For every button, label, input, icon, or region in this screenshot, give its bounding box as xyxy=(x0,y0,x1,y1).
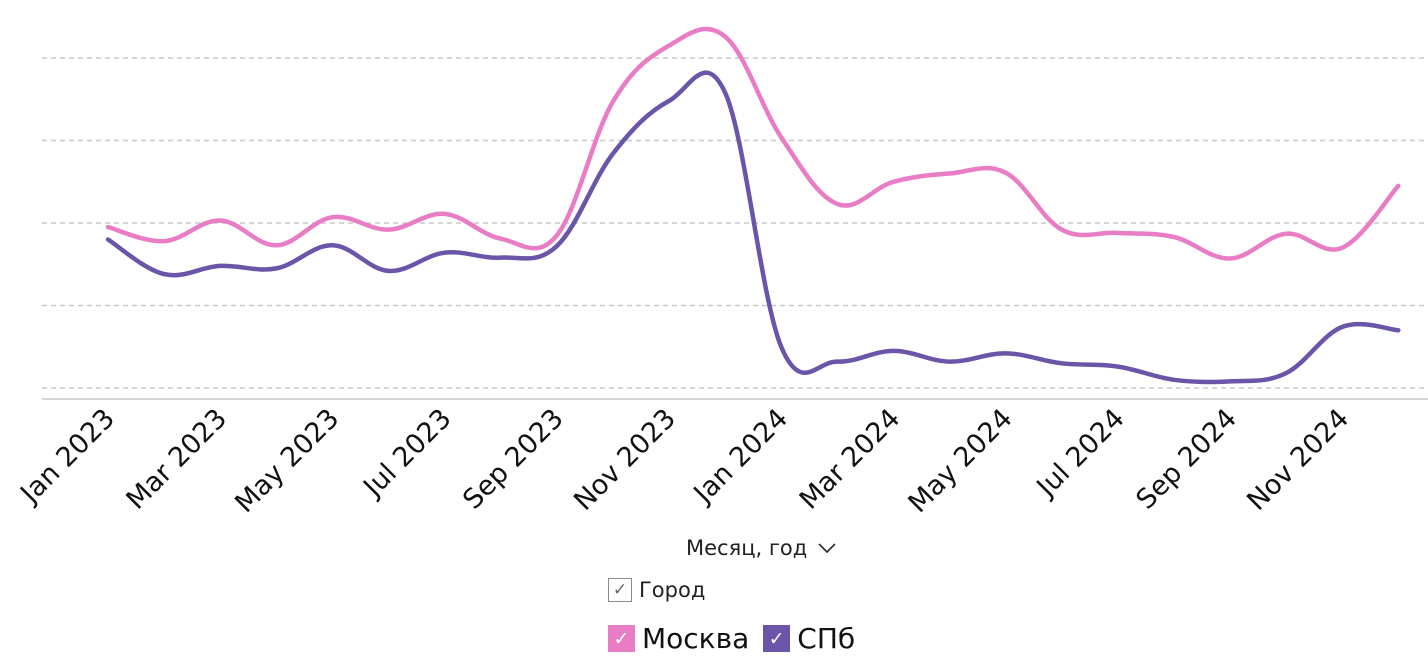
legend-swatch-spb-check-icon[interactable]: ✓ xyxy=(763,625,791,652)
x-tick-label-7: Mar 2024 xyxy=(794,403,907,516)
x-axis-title-label: Месяц, год xyxy=(686,536,808,560)
legend-title-row[interactable]: ✓ Город xyxy=(608,578,705,602)
x-tick-label-11: Nov 2024 xyxy=(1241,403,1355,517)
legend-label-spb: СПб xyxy=(797,622,856,655)
legend-title-checkbox-icon[interactable]: ✓ xyxy=(608,578,632,602)
gridlines xyxy=(42,57,1428,389)
x-tick-label-2: May 2023 xyxy=(229,403,345,519)
chevron-down-icon xyxy=(818,543,836,554)
legend-item-spb[interactable]: ✓ СПб xyxy=(763,622,855,655)
x-tick-label-1: Mar 2023 xyxy=(121,403,234,516)
x-tick-label-9: Jul 2024 xyxy=(1030,403,1131,504)
series-lines xyxy=(105,26,1401,385)
legend: ✓ Москва ✓ СПб xyxy=(608,622,869,655)
x-tick-label-10: Sep 2024 xyxy=(1130,403,1243,516)
series-line-moskva[interactable] xyxy=(105,26,1401,261)
x-tick-label-6: Jan 2024 xyxy=(687,403,794,510)
legend-label-moskva: Москва xyxy=(642,622,750,655)
legend-title: Город xyxy=(639,578,706,602)
legend-swatch-moskva-check-icon[interactable]: ✓ xyxy=(608,625,635,652)
x-tick-label-0: Jan 2023 xyxy=(14,403,121,510)
series-line-spb[interactable] xyxy=(105,70,1401,385)
legend-item-moskva[interactable]: ✓ Москва xyxy=(608,622,749,655)
x-axis-title[interactable]: Месяц, год xyxy=(686,536,837,560)
x-tick-label-4: Sep 2023 xyxy=(457,403,570,516)
x-tick-label-8: May 2024 xyxy=(902,403,1018,519)
x-tick-label-5: Nov 2023 xyxy=(568,403,682,517)
x-tick-label-3: Jul 2023 xyxy=(357,403,458,504)
